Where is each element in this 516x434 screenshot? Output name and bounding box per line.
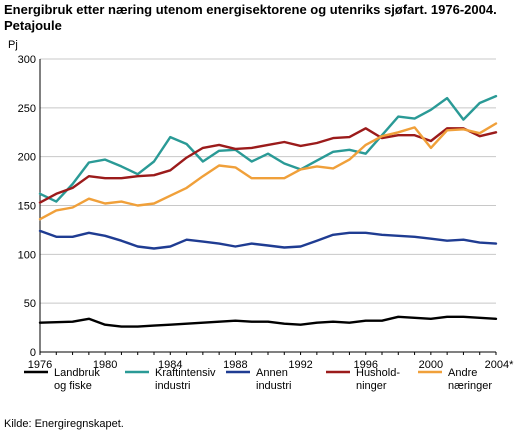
y-tick-label: 150 xyxy=(18,201,36,213)
x-tick-label: 2004* xyxy=(485,359,514,371)
legend-item: Hushold-ninger xyxy=(326,367,400,392)
series-line-husholdninger xyxy=(38,127,498,204)
chart-title-line-1: Energibruk etter næring utenom energisek… xyxy=(4,2,497,17)
chart-title: Energibruk etter næring utenom energisek… xyxy=(4,2,512,34)
x-tick-label: 1988 xyxy=(223,359,247,371)
x-tick-label: 1996 xyxy=(353,359,377,371)
gridlines xyxy=(40,58,496,304)
y-tick-label: 200 xyxy=(18,152,36,164)
series-line-annen-industri xyxy=(38,229,498,250)
x-tick-label: 1980 xyxy=(93,359,117,371)
x-tick-label: 2000 xyxy=(419,359,443,371)
legend-label: ninger xyxy=(356,380,387,392)
legend-label: Hushold- xyxy=(356,367,400,379)
y-tick-label: 50 xyxy=(24,298,36,310)
legend-label: Kraftintensiv xyxy=(155,367,216,379)
source-note: Kilde: Energiregnskapet. xyxy=(4,418,124,430)
series-line-kraftintensiv-industri xyxy=(38,94,498,203)
series-line-landbruk-og-fiske xyxy=(38,315,498,328)
series-line-andre-n-ringer xyxy=(38,122,498,221)
x-axis-ticks: 1976 1980 1984 1988 1992 1996 2000 2004* xyxy=(28,352,514,371)
legend-label: Andre xyxy=(448,367,477,379)
legend-label: industri xyxy=(155,380,190,392)
legend-label: Landbruk xyxy=(54,367,100,379)
legend-label: Annen xyxy=(256,367,288,379)
y-tick-label: 0 xyxy=(30,347,36,359)
legend-label: industri xyxy=(256,380,291,392)
y-tick-label: 300 xyxy=(18,54,36,66)
series-lines xyxy=(38,94,498,328)
chart-title-line-2: Petajoule xyxy=(4,18,62,33)
x-tick-label: 1992 xyxy=(288,359,312,371)
y-axis-unit-label: Pj xyxy=(8,39,18,51)
legend-label: næringer xyxy=(448,380,492,392)
x-tick-label: 1984 xyxy=(158,359,182,371)
y-tick-label: 250 xyxy=(18,103,36,115)
y-tick-label: 100 xyxy=(18,249,36,261)
y-axis-ticks: 0 50 100 150 200 250 300 xyxy=(18,54,36,359)
x-tick-label: 1976 xyxy=(28,359,52,371)
legend-label: og fiske xyxy=(54,380,92,392)
